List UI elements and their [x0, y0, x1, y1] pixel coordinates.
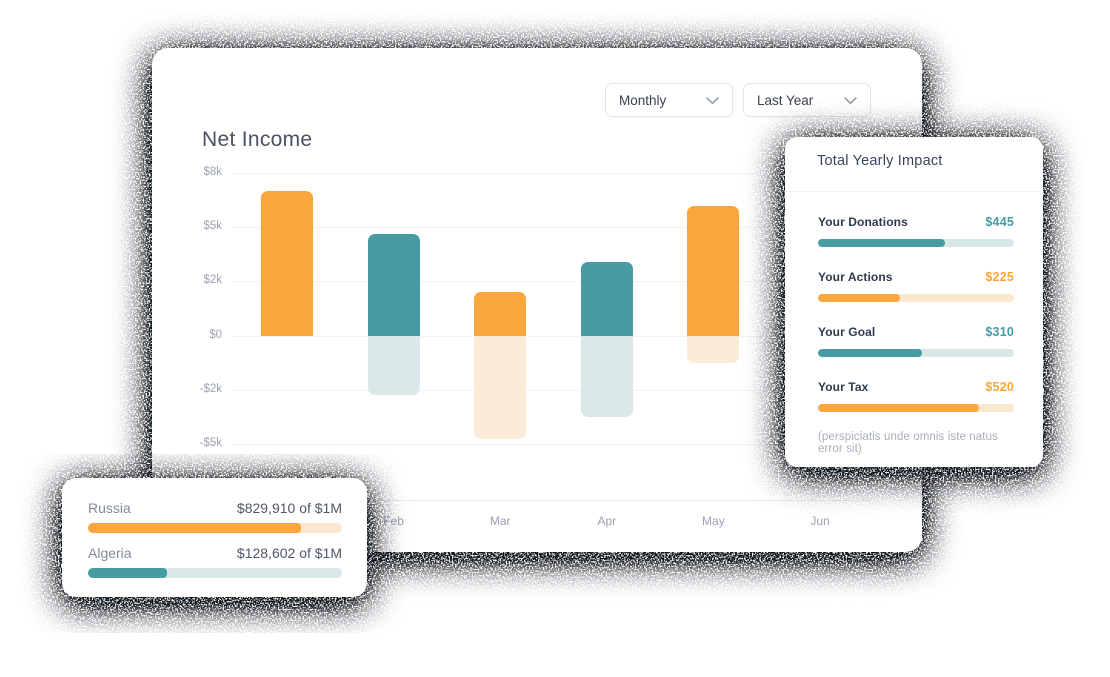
- bar-mar-positive[interactable]: [474, 292, 527, 336]
- impact-item-label: Your Goal: [818, 325, 876, 339]
- impact-item-label: Your Donations: [818, 215, 908, 229]
- impact-item-label-row: Your Actions $225: [818, 263, 1014, 284]
- impact-item-your-donations: Your Donations $445: [818, 208, 1014, 263]
- impact-item-label-row: Your Goal $310: [818, 318, 1014, 339]
- impact-item-value: $225: [985, 270, 1014, 284]
- progress-fill: [818, 294, 901, 302]
- progress-track: [88, 568, 342, 578]
- y-tick-2k: $2k: [203, 274, 222, 287]
- progress-track: [818, 294, 1014, 302]
- progress-track: [88, 523, 342, 533]
- progress-fill: [818, 349, 922, 357]
- gridline-5k: [232, 227, 870, 229]
- progress-fill: [88, 568, 167, 578]
- progress-fill: [818, 239, 946, 247]
- progress-track: [818, 349, 1014, 357]
- country-item-label: Algeria: [88, 545, 132, 561]
- x-label-feb: Feb: [383, 514, 404, 528]
- x-label-apr: Apr: [597, 514, 617, 528]
- bar-mar-negative[interactable]: [474, 335, 527, 439]
- impact-item-your-tax: Your Tax $520: [818, 373, 1014, 428]
- progress-fill: [818, 404, 979, 412]
- impact-item-label-row: Your Tax $520: [818, 373, 1014, 394]
- country-item-label: Russia: [88, 500, 131, 516]
- bar-may-positive[interactable]: [687, 205, 740, 336]
- bar-feb-negative[interactable]: [367, 335, 420, 396]
- bar-apr-negative[interactable]: [580, 335, 633, 417]
- gridline-2k: [232, 389, 870, 391]
- impact-item-label: Your Tax: [818, 380, 869, 394]
- bar-jan-positive[interactable]: [261, 191, 313, 336]
- x-label-jun: Jun: [810, 514, 830, 528]
- progress-track: [818, 404, 1014, 412]
- impact-footnote: (perspiciatis unde omnis iste natus erro…: [818, 431, 998, 455]
- divider: [785, 191, 1043, 192]
- impact-items-list: Your Donations $445 Your Actions $225 Your G…: [818, 208, 1014, 428]
- bar-apr-positive[interactable]: [580, 261, 633, 336]
- y-tick-8k: $8k: [203, 166, 222, 178]
- impact-item-label: Your Actions: [818, 270, 893, 284]
- progress-fill: [88, 523, 302, 533]
- impact-item-your-goal: Your Goal $310: [818, 318, 1014, 373]
- impact-item-label-row: Your Donations $445: [818, 208, 1014, 229]
- gridline-2k: [232, 281, 870, 283]
- x-label-mar: Mar: [489, 514, 511, 528]
- country-item-label-row: Algeria $128,602 of $1M: [88, 536, 342, 561]
- y-tick-5k: $5k: [203, 220, 222, 233]
- bar-may-negative[interactable]: [687, 335, 740, 363]
- country-item-russia: Russia $829,910 of $1M: [88, 491, 342, 536]
- y-tick-5k: -$5k: [199, 437, 222, 449]
- impact-card-title: Total Yearly Impact: [817, 153, 943, 169]
- country-items-list: Russia $829,910 of $1M Algeria $128,602 of …: [88, 491, 342, 581]
- bar-feb-positive[interactable]: [367, 234, 420, 336]
- gridline-8k: [232, 173, 870, 174]
- country-item-value: $128,602 of $1M: [236, 545, 342, 561]
- impact-item-value: $445: [985, 215, 1014, 229]
- progress-track: [818, 239, 1014, 247]
- gridline-5k: [232, 444, 870, 445]
- x-label-may: May: [702, 514, 725, 528]
- y-tick-2k: -$2k: [199, 382, 222, 395]
- gridline-0: [232, 335, 870, 337]
- country-item-value: $829,910 of $1M: [236, 500, 342, 516]
- impact-item-value: $310: [985, 325, 1014, 339]
- country-item-label-row: Russia $829,910 of $1M: [88, 491, 342, 516]
- y-tick-0: $0: [209, 328, 222, 341]
- country-item-algeria: Algeria $128,602 of $1M: [88, 536, 342, 581]
- impact-item-value: $520: [985, 380, 1014, 394]
- countries-progress-card: Russia $829,910 of $1M Algeria $128,602 of …: [62, 478, 367, 597]
- impact-item-your-actions: Your Actions $225: [818, 263, 1014, 318]
- total-yearly-impact-card: Total Yearly Impact Your Donations $445 Yo…: [785, 137, 1043, 467]
